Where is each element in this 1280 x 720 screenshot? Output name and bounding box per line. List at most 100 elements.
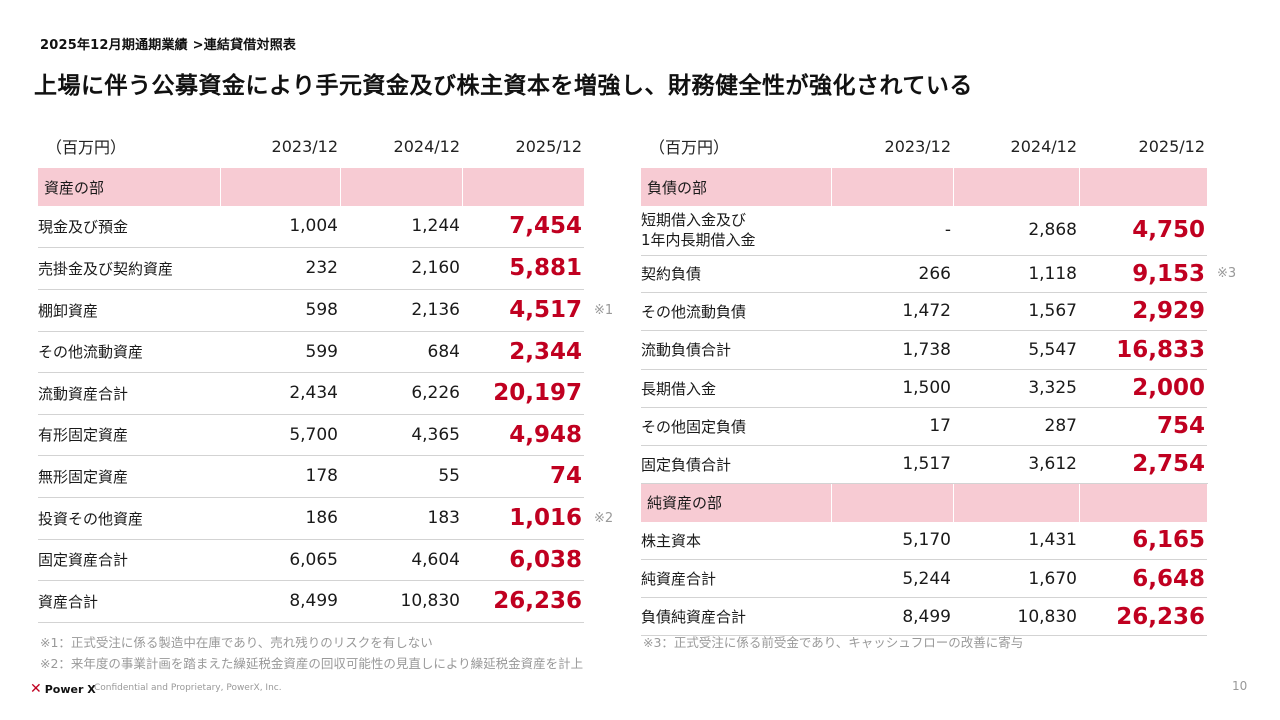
cell-value: 186 <box>220 497 340 540</box>
logo-text: Power X <box>44 683 96 696</box>
row-label: 負債純資産合計 <box>641 597 831 636</box>
cell-value: 3,325 <box>953 369 1079 408</box>
cell-value-highlight: 6,165 <box>1079 521 1207 560</box>
table-row: 流動資産合計 2,434 6,226 20,197 <box>38 372 624 415</box>
section-label: 負債の部 <box>641 168 831 206</box>
table-row: 有形固定資産 5,700 4,365 4,948 <box>38 414 624 456</box>
row-label: 有形固定資産 <box>38 414 220 456</box>
cell-value: 4,365 <box>340 414 462 456</box>
cell-value: 2,136 <box>340 289 462 332</box>
cell-value: 5,700 <box>220 414 340 456</box>
cell-value: 5,170 <box>831 521 953 560</box>
row-label: 契約負債 <box>641 255 831 293</box>
cell-value: 1,118 <box>953 255 1079 293</box>
cell-value: 232 <box>220 247 340 290</box>
cell-value-highlight: 26,236 <box>462 580 584 623</box>
cell-value: 8,499 <box>220 580 340 623</box>
cell-value-highlight: 9,153 <box>1079 255 1207 293</box>
year-header: 2023/12 <box>271 136 338 156</box>
row-label-line: 1年内長期借入金 <box>641 231 756 250</box>
cell-value: 183 <box>340 497 462 540</box>
cell-value-highlight: 74 <box>462 455 584 498</box>
year-header: 2024/12 <box>1010 136 1077 156</box>
row-label: 現金及び預金 <box>38 206 220 248</box>
cell-value: 5,244 <box>831 559 953 598</box>
row-label-line: 短期借入金及び <box>641 211 747 230</box>
cell-value: 287 <box>953 407 1079 446</box>
table-row: 流動負債合計 1,738 5,547 16,833 <box>641 330 1247 370</box>
confidential-notice: Confidential and Proprietary, PowerX, In… <box>94 683 282 693</box>
cell-value: 4,604 <box>340 539 462 581</box>
section-header: 純資産の部 <box>641 483 1247 522</box>
cell-value: 684 <box>340 331 462 373</box>
cell-value: 266 <box>831 255 953 293</box>
x-logo-icon: ✕ <box>30 681 42 697</box>
row-label: 資産合計 <box>38 580 220 623</box>
table-row: 固定負債合計 1,517 3,612 2,754 <box>641 445 1247 484</box>
cell-value: 8,499 <box>831 597 953 636</box>
cell-value-highlight: 6,038 <box>462 539 584 581</box>
cell-value: 1,567 <box>953 292 1079 331</box>
breadcrumb: 2025年12月期通期業績 >連結貸借対照表 <box>40 38 297 53</box>
row-label: 売掛金及び契約資産 <box>38 247 220 290</box>
row-label: 投資その他資産 <box>38 497 220 540</box>
assets-table: （百万円） 2023/12 2024/12 2025/12 資産の部 現金及び預… <box>38 124 624 623</box>
page-number: 10 <box>1232 679 1248 693</box>
cell-value: 1,472 <box>831 292 953 331</box>
table-row: 長期借入金 1,500 3,325 2,000 <box>641 369 1247 408</box>
cell-value: 3,612 <box>953 445 1079 484</box>
cell-value: 599 <box>220 331 340 373</box>
row-label: その他流動負債 <box>641 292 831 331</box>
table-row: 売掛金及び契約資産 232 2,160 5,881 <box>38 247 624 290</box>
row-label: 固定負債合計 <box>641 445 831 484</box>
cell-value: 1,431 <box>953 521 1079 560</box>
footnote-marker: ※2 <box>594 510 614 526</box>
row-label: 流動負債合計 <box>641 330 831 370</box>
table-row: その他固定負債 17 287 754 <box>641 407 1247 446</box>
cell-value: 6,065 <box>220 539 340 581</box>
cell-value-highlight: 16,833 <box>1079 330 1207 370</box>
table-row: 負債純資産合計 8,499 10,830 26,236 <box>641 597 1247 636</box>
year-header: 2025/12 <box>515 136 582 156</box>
cell-value-highlight: 26,236 <box>1079 597 1207 636</box>
year-header: 2025/12 <box>1138 136 1205 156</box>
cell-value-highlight: 1,016 <box>462 497 584 540</box>
cell-value: 10,830 <box>340 580 462 623</box>
cell-value: 1,500 <box>831 369 953 408</box>
cell-value-highlight: 2,344 <box>462 331 584 373</box>
footnotes-left: ※1：正式受注に係る製造中在庫であり、売れ残りのリスクを有しない ※2：来年度の… <box>40 632 583 674</box>
table-row: 現金及び預金 1,004 1,244 7,454 <box>38 206 624 248</box>
footnote-marker: ※1 <box>594 302 614 318</box>
footnote: ※2：来年度の事業計画を踏まえた繰延税金資産の回収可能性の見直しにより繰延税金資… <box>40 656 584 671</box>
row-label: 無形固定資産 <box>38 455 220 498</box>
cell-value: 2,868 <box>953 206 1079 256</box>
cell-value-highlight: 20,197 <box>462 372 584 415</box>
table-row: 純資産合計 5,244 1,670 6,648 <box>641 559 1247 598</box>
cell-value: 1,517 <box>831 445 953 484</box>
cell-value: 1,738 <box>831 330 953 370</box>
cell-value-highlight: 4,517 <box>462 289 584 332</box>
cell-value: 1,244 <box>340 206 462 248</box>
cell-value: - <box>831 206 953 256</box>
table-row: 株主資本 5,170 1,431 6,165 <box>641 521 1247 560</box>
cell-value: 5,547 <box>953 330 1079 370</box>
cell-value-highlight: 6,648 <box>1079 559 1207 598</box>
table-row: 短期借入金及び 1年内長期借入金 - 2,868 4,750 <box>641 206 1247 256</box>
row-label: 株主資本 <box>641 521 831 560</box>
cell-value: 1,670 <box>953 559 1079 598</box>
footnote: ※3：正式受注に係る前受金であり、キャッシュフローの改善に寄与 <box>643 635 1024 650</box>
section-header: 資産の部 <box>38 168 624 206</box>
cell-value: 598 <box>220 289 340 332</box>
section-header: 負債の部 <box>641 168 1247 206</box>
cell-value: 55 <box>340 455 462 498</box>
cell-value-highlight: 754 <box>1079 407 1207 446</box>
unit-label: （百万円） <box>649 138 730 157</box>
liabilities-table: （百万円） 2023/12 2024/12 2025/12 負債の部 短期借入金… <box>641 124 1247 636</box>
table-row: 資産合計 8,499 10,830 26,236 <box>38 580 624 623</box>
cell-value: 17 <box>831 407 953 446</box>
row-label: 固定資産合計 <box>38 539 220 581</box>
row-label: 流動資産合計 <box>38 372 220 415</box>
cell-value-highlight: 4,750 <box>1079 206 1207 256</box>
row-label: 純資産合計 <box>641 559 831 598</box>
cell-value-highlight: 2,929 <box>1079 292 1207 331</box>
